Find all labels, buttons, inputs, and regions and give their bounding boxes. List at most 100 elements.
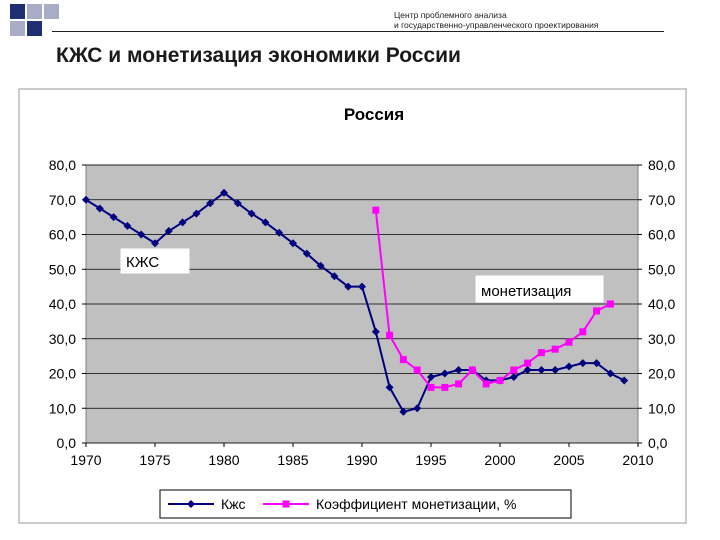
data-point-kzhs xyxy=(192,209,201,218)
data-point-monetization xyxy=(372,206,380,214)
data-point-kzhs xyxy=(509,372,518,381)
header-decoration xyxy=(10,4,59,36)
data-point-kzhs xyxy=(371,327,380,336)
x-tick-label: 1990 xyxy=(346,452,377,468)
y-tick-label: 40,0 xyxy=(49,296,76,312)
data-point-kzhs xyxy=(537,366,546,375)
data-point-kzhs xyxy=(523,366,532,375)
data-point-monetization xyxy=(455,380,463,388)
legend-swatch-marker xyxy=(187,500,195,508)
data-point-monetization xyxy=(427,383,435,391)
data-point-monetization xyxy=(551,345,559,353)
annotation-label: КЖС xyxy=(126,254,159,271)
deco-square-dark xyxy=(10,4,25,19)
y2-tick-label: 20,0 xyxy=(648,366,675,382)
data-point-kzhs xyxy=(413,404,422,413)
x-tick-label: 1980 xyxy=(208,452,239,468)
y-tick-label: 0,0 xyxy=(57,435,77,451)
y-tick-label: 80,0 xyxy=(49,157,76,173)
data-point-kzhs xyxy=(82,195,90,204)
y-tick-label: 60,0 xyxy=(49,227,76,243)
data-point-kzhs xyxy=(385,383,394,392)
data-point-monetization xyxy=(468,366,476,374)
x-tick-label: 1975 xyxy=(139,452,170,468)
data-point-kzhs xyxy=(137,230,146,239)
data-point-kzhs xyxy=(275,228,284,237)
data-point-kzhs xyxy=(454,366,463,375)
y-tick-label: 10,0 xyxy=(49,400,76,416)
annotation-box xyxy=(120,248,190,274)
x-tick-label: 2005 xyxy=(553,452,584,468)
data-point-monetization xyxy=(565,338,573,346)
legend-label: Коэффициент монетизации, % xyxy=(316,496,516,512)
y2-tick-label: 10,0 xyxy=(648,400,675,416)
data-point-monetization xyxy=(496,376,504,384)
data-point-kzhs xyxy=(316,261,325,270)
data-point-kzhs xyxy=(358,282,366,291)
y2-tick-label: 70,0 xyxy=(648,192,675,208)
x-tick-label: 1970 xyxy=(70,452,101,468)
annotation-box xyxy=(475,275,604,303)
y2-tick-label: 50,0 xyxy=(648,261,675,277)
data-point-kzhs xyxy=(302,249,311,258)
deco-square-light xyxy=(10,21,25,36)
data-point-monetization xyxy=(537,349,545,357)
y-tick-label: 30,0 xyxy=(49,331,76,347)
data-point-kzhs xyxy=(399,407,408,416)
organization-name: Центр проблемного анализа и государствен… xyxy=(394,10,599,30)
data-point-kzhs xyxy=(344,282,353,291)
annotation-monetization: монетизация xyxy=(475,275,604,303)
y2-tick-label: 80,0 xyxy=(648,157,675,173)
data-point-monetization xyxy=(579,328,587,336)
legend-box xyxy=(159,489,572,519)
chart-title: Россия xyxy=(344,105,404,124)
x-tick-label: 2010 xyxy=(622,452,653,468)
y2-tick-label: 60,0 xyxy=(648,227,675,243)
data-point-kzhs xyxy=(330,272,339,281)
data-point-kzhs xyxy=(233,199,242,208)
data-point-kzhs xyxy=(578,359,587,368)
data-point-kzhs xyxy=(620,376,629,385)
y-tick-label: 50,0 xyxy=(49,261,76,277)
deco-square-dark xyxy=(27,21,42,36)
line-chart: Россия 0,0 0,0 10,0 10,0 20,0 20,0 30,0 30,0 40,0… xyxy=(18,88,687,524)
data-point-kzhs xyxy=(178,218,187,227)
header-rule xyxy=(52,31,664,32)
organization-line-1: Центр проблемного анализа xyxy=(394,10,507,20)
data-point-monetization xyxy=(386,331,394,339)
data-point-kzhs xyxy=(151,239,159,248)
deco-square-light xyxy=(27,4,42,19)
data-point-kzhs xyxy=(565,362,573,371)
y-tick-label: 70,0 xyxy=(49,192,76,208)
slide-title: КЖС и монетизация экономики России xyxy=(56,44,461,67)
data-point-monetization xyxy=(606,300,614,308)
annotation-label: монетизация xyxy=(481,283,571,300)
data-point-kzhs xyxy=(289,239,297,248)
data-point-kzhs xyxy=(606,369,615,378)
deco-square-light xyxy=(44,4,59,19)
data-point-kzhs xyxy=(220,188,228,197)
legend-swatch-marker xyxy=(282,500,290,508)
y2-tick-label: 40,0 xyxy=(648,296,675,312)
data-point-kzhs xyxy=(206,199,215,208)
data-point-kzhs xyxy=(261,218,270,227)
data-point-kzhs xyxy=(592,359,601,368)
data-point-kzhs xyxy=(440,369,449,378)
data-point-monetization xyxy=(413,366,421,374)
data-point-kzhs xyxy=(427,372,435,381)
annotation-kzhs: КЖС xyxy=(120,248,190,274)
y2-tick-label: 30,0 xyxy=(648,331,675,347)
data-point-kzhs xyxy=(123,221,132,230)
x-tick-label: 2000 xyxy=(484,452,515,468)
legend-label: Кжс xyxy=(221,496,246,512)
series-line-1 xyxy=(85,191,625,413)
data-point-kzhs xyxy=(95,204,104,213)
y-tick-label: 20,0 xyxy=(49,366,76,382)
x-tick-label: 1995 xyxy=(415,452,446,468)
chart-legend: Кжс Коэффициент монетизации, % xyxy=(159,489,572,519)
data-point-monetization xyxy=(482,380,490,388)
data-point-kzhs xyxy=(247,209,256,218)
organization-line-2: и государственно-управленческого проекти… xyxy=(394,19,599,30)
data-point-monetization xyxy=(399,356,407,364)
data-point-monetization xyxy=(524,359,532,367)
